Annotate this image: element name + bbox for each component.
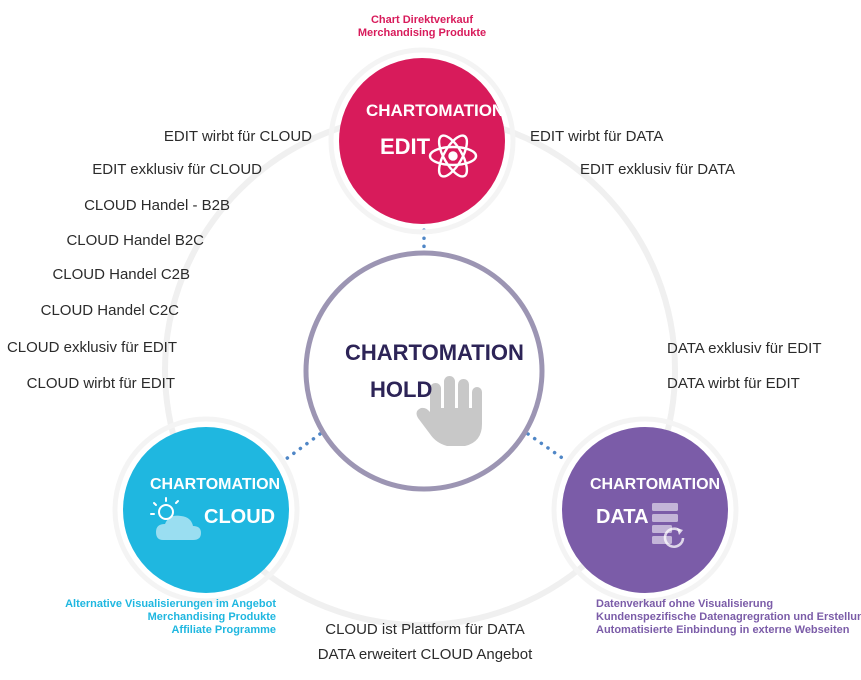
relation-label: DATA erweitert CLOUD Angebot xyxy=(317,646,533,663)
data-note: Datenverkauf ohne Visualisierung Kundens… xyxy=(596,598,861,637)
hand-icon xyxy=(416,376,482,446)
relation-label: CLOUD Handel B2C xyxy=(66,232,204,249)
relation-label: CLOUD exklusiv für EDIT xyxy=(6,339,177,356)
relation-label: DATA wirbt für EDIT xyxy=(667,375,800,392)
relation-label: EDIT wirbt für CLOUD xyxy=(163,128,312,145)
data-note-line: Kundenspezifische Datenagregration und E… xyxy=(596,611,861,623)
edit-note-line: Chart Direktverkauf xyxy=(370,14,474,26)
data-node-ring xyxy=(551,416,739,604)
relation-label: DATA exklusiv für EDIT xyxy=(667,340,822,357)
cloud-node-title-line2: CLOUD xyxy=(204,506,276,528)
data-node xyxy=(562,427,728,593)
cloud-note-line: Affiliate Programme xyxy=(171,624,276,636)
connector-hold-cloud xyxy=(280,432,322,464)
edit-note-line: Merchandising Produkte xyxy=(357,27,487,39)
relation-label: CLOUD wirbt für EDIT xyxy=(26,375,175,392)
sun-cloud-icon xyxy=(150,497,201,540)
data-node-title-line2: DATA xyxy=(596,506,649,528)
edit-node-title-line1: CHARTOMATION xyxy=(366,101,505,120)
connector-hold-data xyxy=(526,432,570,464)
cloud-node-title-line1: CHARTOMATION xyxy=(150,476,281,493)
data-note-line: Datenverkauf ohne Visualisierung xyxy=(596,598,774,610)
edit-note: Chart Direktverkauf Merchandising Produk… xyxy=(322,14,522,40)
edit-node xyxy=(339,58,505,224)
relation-label: CLOUD ist Plattform für DATA xyxy=(325,621,525,638)
relation-label: EDIT exklusiv für CLOUD xyxy=(92,161,262,178)
relation-label: CLOUD Handel C2B xyxy=(52,266,190,283)
server-refresh-icon xyxy=(652,503,685,548)
relation-label: EDIT wirbt für DATA xyxy=(530,128,664,145)
edit-node-ring xyxy=(328,47,516,235)
hold-node-title-line1: CHARTOMATION xyxy=(345,340,524,365)
cloud-note-line: Merchandising Produkte xyxy=(147,611,276,623)
cloud-note: Alternative Visualisierungen im Angebot … xyxy=(10,598,276,637)
relation-label: CLOUD Handel C2C xyxy=(40,302,179,319)
edit-node-title-line2: EDIT xyxy=(380,134,431,159)
cloud-note-line: Alternative Visualisierungen im Angebot xyxy=(65,598,276,610)
hold-node xyxy=(303,250,545,492)
data-note-line: Automatisierte Einbindung in externe Web… xyxy=(596,624,850,636)
atom-icon xyxy=(428,134,478,178)
data-node-title-line1: CHARTOMATION xyxy=(590,476,721,493)
relation-label: CLOUD Handel - B2B xyxy=(84,197,230,214)
cloud-node-ring xyxy=(112,416,300,604)
relation-label: EDIT exklusiv für DATA xyxy=(580,161,736,178)
hold-node-title-line2: HOLD xyxy=(370,377,433,402)
cloud-node xyxy=(123,427,289,593)
